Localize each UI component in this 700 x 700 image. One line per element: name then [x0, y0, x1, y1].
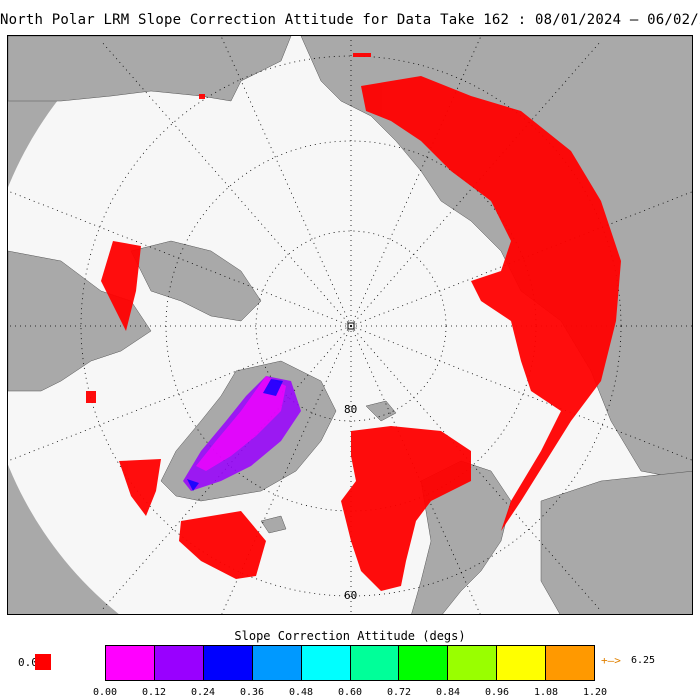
colorbar-tick-0: 0.00	[92, 687, 118, 698]
colorbar-segment-7	[448, 646, 498, 680]
track-eurasia-swath	[361, 76, 621, 531]
legend-title: Slope Correction Attitude (degs)	[234, 629, 466, 643]
slope-correction-greenland	[183, 376, 301, 491]
colorbar-tick-3: 0.36	[239, 687, 265, 698]
polar-map-canvas	[8, 36, 692, 614]
colorbar-tick-4: 0.48	[288, 687, 314, 698]
land-iceland	[260, 515, 287, 534]
colorbar-segment-3	[252, 646, 302, 680]
zero-value-label: 0.0	[18, 656, 38, 669]
colorbar-segment-1	[154, 646, 204, 680]
colorbar-tick-10: 1.20	[582, 687, 608, 698]
track-greenland-west-swath	[119, 459, 161, 516]
colorbar-tick-5: 0.60	[337, 687, 363, 698]
lat-label-60: 60	[344, 589, 358, 602]
track-baffin-swath	[101, 241, 141, 331]
colorbar-segment-5	[350, 646, 400, 680]
track-denmark-strait-swath	[179, 511, 266, 579]
land-europe	[540, 470, 692, 614]
land-archipelago	[130, 240, 262, 322]
lat-label-80: 80	[344, 403, 358, 416]
colorbar-segment-8	[497, 646, 547, 680]
land-canada	[8, 250, 152, 392]
north-pole-marker	[347, 322, 355, 330]
zero-value-swatch	[35, 654, 51, 670]
polar-map: 80 60	[7, 35, 693, 615]
colorbar-segment-6	[399, 646, 449, 680]
colorbar-segment-2	[203, 646, 253, 680]
colorbar-tick-2: 0.24	[190, 687, 216, 698]
colorbar-segment-9	[546, 646, 595, 680]
colorbar	[105, 645, 595, 681]
track-north-fragment	[353, 53, 371, 57]
track-alaska-fragment	[199, 94, 205, 99]
land-scandinavia	[411, 460, 512, 614]
land-svalbard	[365, 400, 397, 422]
track-norwegian-sea-swath	[341, 426, 471, 591]
colorbar-tick-1: 0.12	[141, 687, 167, 698]
colorbar-tick-7: 0.84	[435, 687, 461, 698]
colorbar-tick-9: 1.08	[533, 687, 559, 698]
colorbar-segment-4	[301, 646, 351, 680]
track-coverage-red	[86, 53, 621, 591]
over-range-arrow: +–>	[601, 654, 621, 667]
colorbar-tick-6: 0.72	[386, 687, 412, 698]
colorbar-tick-8: 0.96	[484, 687, 510, 698]
over-range-value: 6.25	[631, 655, 656, 666]
track-west-fragment	[86, 391, 96, 403]
map-title: North Polar LRM Slope Correction Attitud…	[0, 12, 700, 28]
colorbar-segment-0	[106, 646, 155, 680]
